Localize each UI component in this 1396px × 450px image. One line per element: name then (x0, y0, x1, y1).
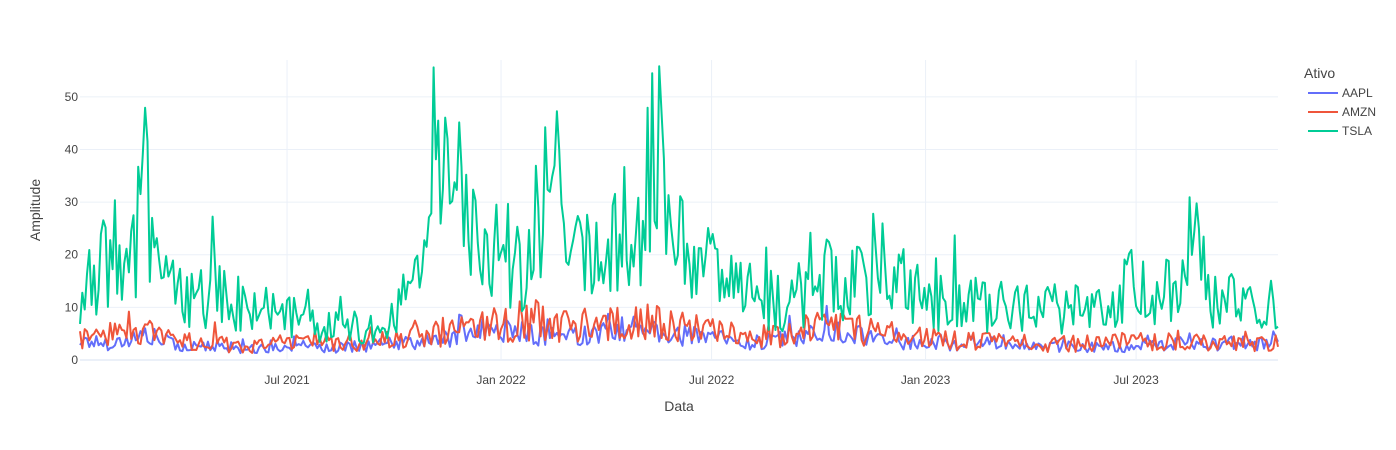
x-axis-title: Data (664, 398, 694, 414)
y-tick-label: 20 (65, 248, 79, 262)
series-line-amzn (79, 299, 1279, 354)
x-tick-label: Jul 2023 (1113, 373, 1159, 387)
series-line-tsla (79, 65, 1279, 345)
legend-title: Ativo (1304, 65, 1335, 81)
y-tick-label: 40 (65, 142, 79, 156)
y-tick-label: 30 (65, 195, 79, 209)
series-layer (79, 65, 1279, 355)
y-tick-label: 0 (71, 353, 78, 367)
legend: Ativo AAPL AMZN TSLA (1304, 65, 1376, 138)
legend-label-aapl[interactable]: AAPL (1342, 86, 1373, 100)
x-tick-label: Jan 2023 (901, 373, 951, 387)
y-axis-title: Amplitude (27, 179, 43, 241)
x-tick-label: Jul 2021 (264, 373, 310, 387)
y-tick-label: 10 (65, 300, 79, 314)
axis-layer: 0 10 20 30 40 50 Jul 2021 Jan 2022 Jul 2022 Jan 2… (65, 90, 1159, 387)
y-tick-label: 50 (65, 90, 79, 104)
legend-label-tsla[interactable]: TSLA (1342, 124, 1372, 138)
x-tick-label: Jul 2022 (689, 373, 735, 387)
grid-layer (80, 60, 1278, 361)
legend-label-amzn[interactable]: AMZN (1342, 105, 1376, 119)
x-tick-label: Jan 2022 (476, 373, 526, 387)
